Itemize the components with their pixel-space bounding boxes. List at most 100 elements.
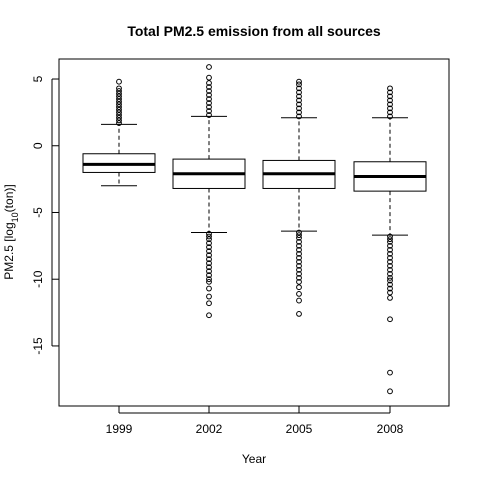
outlier-point — [206, 264, 212, 271]
outlier-point — [206, 244, 212, 251]
outlier-point — [206, 233, 212, 240]
outlier-point — [296, 242, 302, 249]
outlier-point — [296, 105, 302, 112]
outlier-point — [296, 97, 302, 104]
outlier-point — [387, 85, 393, 92]
outlier-point — [116, 93, 122, 100]
outlier-point — [296, 250, 302, 257]
outlier-point — [206, 300, 212, 307]
outlier-point — [206, 312, 212, 319]
outlier-point — [296, 290, 302, 297]
outlier-point — [206, 92, 212, 98]
outlier-point — [116, 78, 122, 85]
outlier-point — [206, 74, 212, 81]
outlier-point — [387, 316, 393, 323]
plot-frame — [58, 58, 450, 407]
outlier-point — [296, 266, 302, 273]
outlier-point — [296, 270, 302, 277]
outlier-point — [116, 104, 122, 110]
outlier-point — [116, 101, 122, 108]
outlier-point — [387, 388, 393, 395]
outlier-point — [387, 233, 393, 240]
outlier-point — [387, 101, 393, 108]
outlier-point — [116, 90, 122, 97]
outlier-point — [116, 85, 122, 92]
outlier-point — [387, 113, 393, 120]
outlier-point — [296, 284, 302, 291]
outlier-point — [206, 248, 212, 255]
y-tick-label: -15 — [31, 337, 45, 355]
outlier-point — [387, 258, 393, 265]
outlier-point — [387, 266, 393, 273]
outlier-point — [296, 109, 302, 116]
outlier-point — [296, 81, 302, 88]
outlier-point — [206, 236, 212, 243]
outlier-point — [296, 89, 302, 96]
outlier-point — [206, 252, 212, 259]
y-axis-label-main: PM2.5 [log — [2, 222, 16, 279]
outlier-point — [116, 109, 122, 116]
outlier-point — [206, 278, 212, 285]
y-tick-label: -10 — [31, 270, 45, 288]
x-tick-label: 2002 — [196, 422, 223, 436]
outlier-point — [116, 117, 122, 124]
outlier-point — [296, 85, 302, 92]
outlier-point — [206, 240, 212, 247]
outlier-point — [296, 274, 302, 281]
outlier-point — [116, 114, 122, 121]
outlier-point — [296, 311, 302, 317]
outlier-point — [387, 97, 393, 104]
outlier-point — [206, 276, 212, 283]
outlier-point — [296, 229, 302, 236]
outlier-point — [116, 112, 122, 118]
y-axis-label: PM2.5 [log10(ton)] — [2, 184, 20, 279]
outlier-point — [387, 109, 393, 116]
y-axis-label-subscript: 10 — [10, 212, 20, 222]
outlier-point — [206, 272, 212, 279]
outlier-point — [296, 297, 302, 304]
outlier-point — [296, 278, 302, 285]
outlier-point — [296, 238, 302, 245]
outlier-point — [296, 258, 302, 265]
outlier-point — [206, 256, 212, 263]
outlier-point — [387, 93, 393, 100]
outlier-point — [296, 101, 302, 108]
outlier-point — [387, 262, 393, 269]
outlier-point — [206, 260, 212, 267]
plot-layer: 5 0 -5 -10 -15 1999 2002 2005 2008 — [31, 58, 450, 436]
outlier-point — [296, 113, 302, 120]
outlier-point — [387, 236, 393, 243]
outlier-point — [387, 270, 393, 277]
outlier-point — [206, 96, 212, 102]
outlier-point — [206, 64, 212, 70]
outlier-point — [296, 246, 302, 253]
y-axis-label-end: (ton)] — [2, 184, 16, 212]
x-tick-label: 1999 — [106, 422, 133, 436]
outlier-point — [206, 293, 212, 300]
x-axis-label: Year — [242, 452, 266, 466]
outlier-point — [206, 84, 212, 90]
outlier-point — [296, 93, 302, 100]
outlier-point — [387, 294, 393, 301]
chart-title: Total PM2.5 emission from all sources — [127, 23, 381, 39]
outlier-point — [387, 369, 393, 376]
outlier-point — [296, 262, 302, 269]
outlier-point — [206, 230, 212, 237]
outlier-point — [206, 100, 212, 106]
outlier-point — [116, 96, 122, 102]
outlier-point — [387, 238, 393, 245]
outlier-point — [296, 232, 302, 239]
outlier-point — [296, 254, 302, 261]
outlier-point — [387, 281, 393, 288]
outlier-point — [387, 250, 393, 257]
outlier-point — [387, 105, 393, 112]
x-tick-label: 2008 — [377, 422, 404, 436]
outlier-point — [206, 80, 212, 86]
outlier-point — [387, 246, 393, 253]
outlier-point — [206, 112, 212, 118]
y-tick-label: 0 — [31, 142, 45, 149]
outlier-point — [296, 234, 302, 241]
outlier-point — [206, 104, 212, 110]
outlier-point — [387, 285, 393, 292]
